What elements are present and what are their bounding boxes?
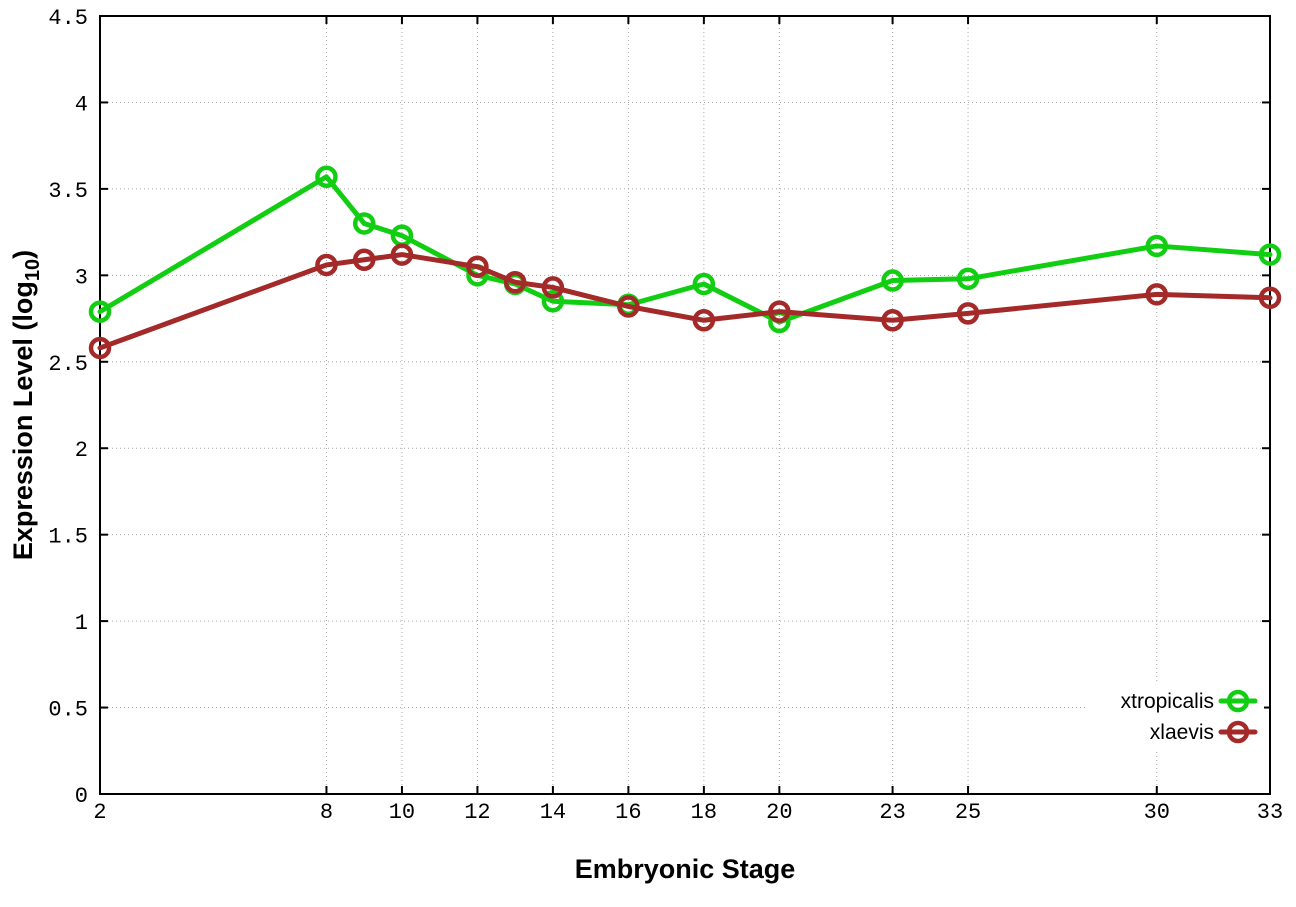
data-point-marker-xlaevis: [352, 248, 376, 272]
y-axis-title-subscript: 10: [22, 259, 44, 281]
legend-marker-icon: [1226, 689, 1250, 713]
data-point-marker-xtropicalis: [541, 290, 565, 313]
data-point-marker-xlaevis: [692, 309, 716, 332]
y-tick-label: 1: [75, 611, 88, 636]
data-point-marker-xtropicalis: [315, 165, 338, 189]
x-axis-title: Embryonic Stage: [575, 854, 796, 884]
data-point-marker-xlaevis: [541, 276, 565, 299]
y-tick-label: 0.5: [48, 698, 88, 723]
series-line-xlaevis: [97, 252, 1273, 351]
data-point-marker-xlaevis: [1145, 283, 1169, 306]
data-point-marker-xtropicalis: [692, 272, 716, 296]
y-tick-label: 4.5: [48, 6, 88, 31]
data-point-marker-xlaevis: [956, 302, 980, 325]
data-point-marker-xlaevis: [315, 253, 338, 277]
data-point-marker-xlaevis: [390, 243, 414, 266]
data-point-marker-xlaevis: [617, 295, 640, 318]
data-point-marker-xlaevis: [881, 309, 904, 332]
series-line-xtropicalis: [97, 174, 1273, 325]
data-point-marker-xtropicalis: [352, 212, 376, 235]
legend-item-xlaevis: xlaevis: [1150, 720, 1258, 744]
x-tick-label: 25: [955, 800, 981, 825]
data-point-marker-xlaevis: [768, 300, 791, 323]
legend-item-xtropicalis: xtropicalis: [1121, 689, 1258, 713]
x-tick-label: 12: [464, 800, 490, 825]
x-tick-label: 16: [615, 800, 641, 825]
legend-marker-icon: [1226, 720, 1250, 744]
y-tick-label: 4: [75, 92, 88, 117]
grid-layer: [100, 16, 1270, 794]
frame-layer: [99, 15, 1271, 795]
data-point-marker-xtropicalis: [881, 269, 904, 292]
x-tick-label: 10: [389, 800, 415, 825]
tick-labels-layer: 2 8 10 12 14 16 18 20 23 25 30 33 0 0.5 1 1.5 2 2.5 3 3.5 4 4…: [48, 6, 1283, 825]
x-tick-label: 18: [691, 800, 717, 825]
y-tick-label: 2.5: [48, 352, 88, 377]
y-tick-label: 2: [75, 438, 88, 463]
data-point-marker-xlaevis: [88, 336, 112, 360]
y-tick-label: 3: [75, 265, 88, 290]
legend: xtropicalis xlaevis: [1086, 683, 1264, 749]
x-tick-label: 20: [766, 800, 792, 825]
data-point-marker-xlaevis: [1258, 286, 1282, 310]
data-point-marker-xlaevis: [503, 270, 527, 294]
data-point-marker-xtropicalis: [956, 267, 980, 291]
y-axis-title-suffix: ): [8, 250, 38, 259]
data-point-marker-xtropicalis: [1258, 243, 1282, 266]
y-tick-label: 0: [75, 784, 88, 809]
data-point-marker-xtropicalis: [1145, 234, 1169, 258]
y-axis-title: Expression Level (log10): [8, 250, 44, 560]
y-tick-label: 1.5: [48, 525, 88, 550]
y-tick-label: 3.5: [48, 179, 88, 204]
x-tick-label: 14: [540, 800, 566, 825]
x-tick-label: 23: [879, 800, 905, 825]
data-point-marker-xtropicalis: [88, 300, 112, 323]
legend-label: xlaevis: [1150, 721, 1214, 744]
y-axis-title-prefix: Expression Level (log: [8, 281, 38, 560]
plot-border: [99, 15, 1271, 795]
legend-label: xtropicalis: [1121, 690, 1214, 713]
x-tick-label: 2: [93, 800, 106, 825]
x-tick-label: 8: [320, 800, 333, 825]
x-tick-label: 33: [1257, 800, 1283, 825]
data-point-marker-xlaevis: [466, 255, 489, 278]
series-layer: [88, 165, 1282, 360]
x-tick-label: 30: [1144, 800, 1170, 825]
